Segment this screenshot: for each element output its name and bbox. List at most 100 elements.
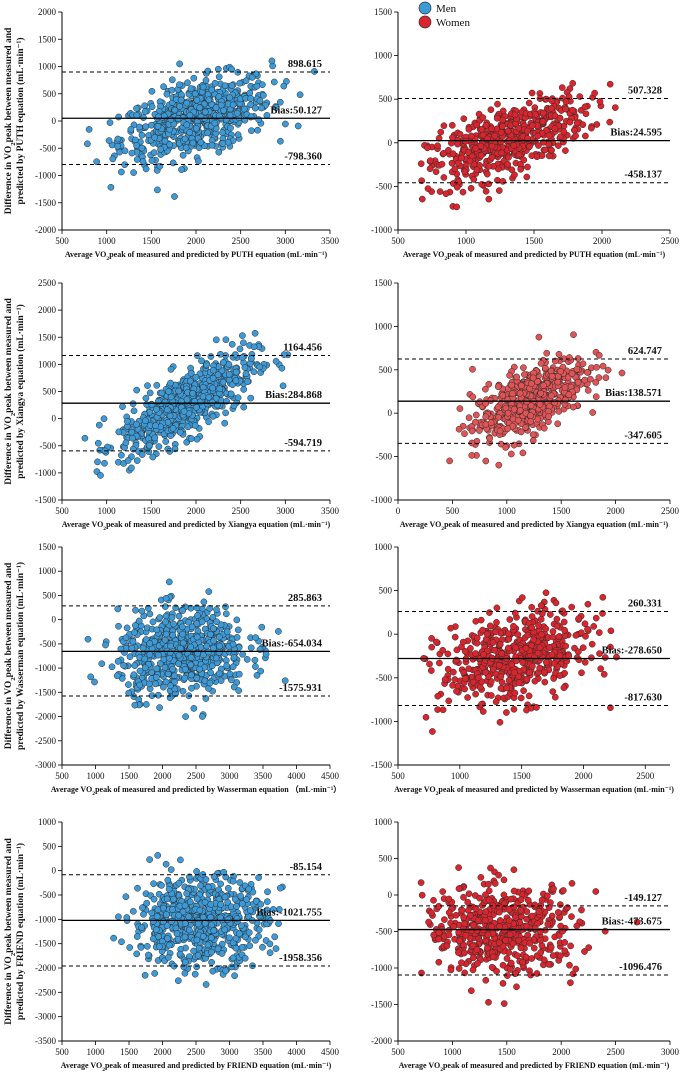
data-point	[240, 386, 248, 393]
data-point	[469, 678, 477, 686]
data-point	[546, 611, 554, 618]
data-point	[583, 369, 591, 376]
data-point	[190, 947, 197, 955]
data-point	[493, 604, 501, 612]
data-point	[276, 884, 284, 892]
data-point	[188, 684, 195, 692]
data-point	[439, 646, 447, 654]
data-point	[499, 122, 506, 130]
data-point	[165, 941, 173, 949]
x-tick-label: 1500	[120, 1047, 139, 1057]
data-point	[176, 428, 184, 436]
data-point	[193, 633, 201, 641]
data-point	[606, 118, 614, 126]
x-tick-label: 2000	[154, 1047, 173, 1057]
data-point	[114, 135, 122, 143]
data-point	[234, 131, 242, 139]
x-tick-label: 3500	[254, 1047, 273, 1057]
data-point	[562, 147, 569, 154]
y-tick-label: 1000	[374, 321, 393, 331]
data-point	[217, 350, 224, 358]
data-point	[528, 603, 536, 611]
data-point	[579, 121, 587, 129]
y-tick-label: 1000	[38, 566, 57, 576]
data-point	[122, 634, 130, 642]
data-point	[154, 691, 162, 699]
data-point	[520, 687, 527, 695]
data-point	[507, 450, 515, 458]
data-point	[549, 952, 557, 959]
data-point	[142, 394, 150, 402]
data-point	[208, 141, 216, 149]
data-point	[160, 683, 167, 691]
x-tick-label: 4500	[321, 771, 340, 781]
data-point	[482, 385, 489, 393]
upper-loa-label: 260.331	[628, 598, 662, 609]
data-point	[251, 104, 259, 112]
data-point	[165, 885, 173, 893]
data-point	[222, 409, 229, 417]
y-tick-label: 1000	[38, 817, 57, 827]
data-point	[177, 645, 184, 652]
data-point	[487, 106, 495, 114]
bias-label: Bias:284.868	[265, 390, 322, 401]
data-point	[131, 701, 139, 709]
data-point	[270, 78, 278, 86]
data-point	[510, 622, 517, 630]
data-point	[445, 146, 452, 154]
data-point	[233, 109, 241, 117]
x-tick-label: 3000	[276, 506, 295, 516]
data-point	[132, 606, 139, 614]
data-point	[148, 103, 156, 111]
y-tick-label: -500	[376, 673, 393, 683]
data-point	[221, 419, 229, 427]
data-point	[581, 658, 589, 666]
data-point	[548, 373, 556, 380]
data-point	[98, 660, 106, 668]
y-tick-label: -1000	[371, 495, 392, 505]
data-point	[205, 96, 213, 104]
data-point	[241, 933, 249, 941]
data-point	[135, 617, 143, 625]
data-point	[106, 119, 114, 126]
data-point	[535, 333, 543, 341]
data-point	[556, 114, 564, 122]
bias-label: Bias:138.571	[605, 388, 662, 399]
panel-7: -3500-3000-2500-2000-1500-1000-500050010…	[35, 817, 340, 1073]
data-point	[196, 665, 203, 673]
data-point	[178, 166, 185, 173]
data-point	[236, 95, 244, 103]
data-point	[486, 622, 494, 630]
data-point	[219, 140, 227, 147]
data-point	[486, 609, 493, 616]
data-point	[557, 368, 564, 375]
data-point	[482, 668, 489, 676]
y-tick-label: -500	[376, 452, 393, 462]
data-point	[227, 390, 235, 398]
data-point	[449, 682, 456, 689]
data-point	[115, 458, 122, 466]
data-point	[191, 422, 199, 429]
data-point	[193, 868, 200, 875]
data-point	[100, 415, 108, 423]
data-point	[453, 646, 461, 654]
data-point	[122, 893, 130, 901]
x-tick-label: 2500	[661, 236, 680, 246]
data-point	[168, 918, 175, 925]
data-point	[129, 638, 137, 645]
data-point	[562, 105, 570, 113]
y-tick-label: 2000	[38, 305, 57, 315]
data-point	[494, 100, 501, 108]
data-point	[131, 629, 138, 636]
data-point	[256, 363, 264, 371]
data-point	[311, 68, 318, 75]
data-point	[432, 168, 440, 176]
data-point	[186, 898, 194, 906]
data-point	[588, 654, 595, 662]
data-point	[460, 115, 468, 123]
data-point	[460, 914, 468, 921]
data-point	[548, 97, 556, 105]
data-point	[424, 144, 431, 152]
data-point	[518, 594, 526, 601]
